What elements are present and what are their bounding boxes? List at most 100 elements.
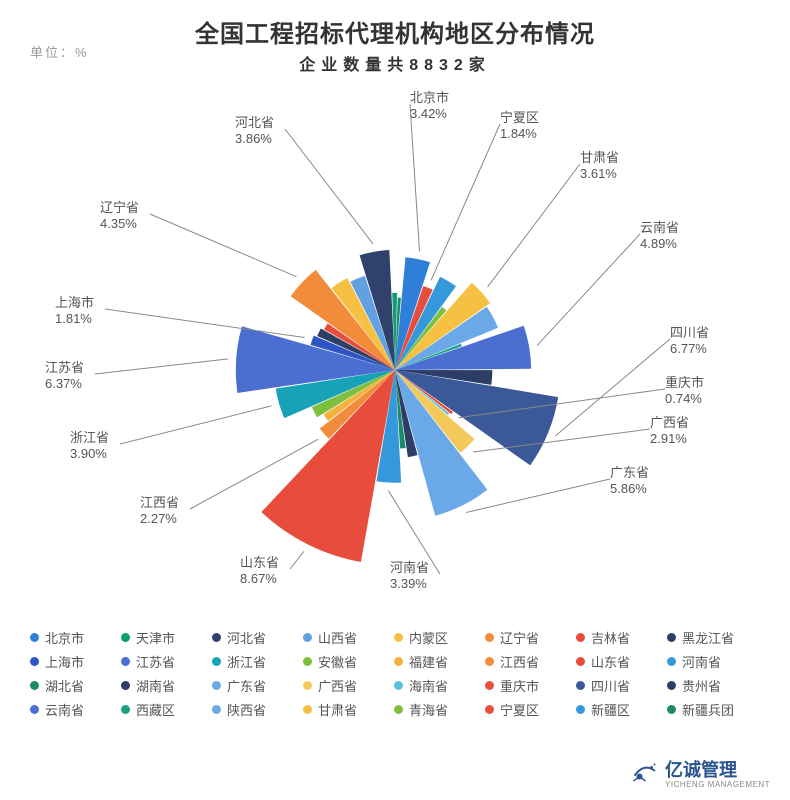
legend-dot-icon xyxy=(485,657,494,666)
legend-label: 海南省 xyxy=(409,676,448,695)
legend-dot-icon xyxy=(394,633,403,642)
legend-item: 广西省 xyxy=(303,673,394,697)
brand-name-en: YICHENG MANAGEMENT xyxy=(665,781,770,789)
legend-item: 广东省 xyxy=(212,673,303,697)
legend-item: 江苏省 xyxy=(121,649,212,673)
legend-dot-icon xyxy=(667,633,676,642)
legend-dot-icon xyxy=(30,633,39,642)
legend-item: 黑龙江省 xyxy=(667,625,758,649)
footer-brand: 亿诚管理 YICHENG MANAGEMENT xyxy=(629,760,770,790)
legend-label: 贵州省 xyxy=(682,676,721,695)
slice-callout: 四川省6.77% xyxy=(670,325,709,356)
legend-label: 广东省 xyxy=(227,676,266,695)
legend-dot-icon xyxy=(121,705,130,714)
legend-item: 海南省 xyxy=(394,673,485,697)
legend-item: 云南省 xyxy=(30,697,121,721)
legend-label: 内蒙区 xyxy=(409,628,448,647)
slice-callout: 广西省2.91% xyxy=(650,415,689,446)
legend-label: 广西省 xyxy=(318,676,357,695)
legend-item: 山西省 xyxy=(303,625,394,649)
legend-item: 吉林省 xyxy=(576,625,667,649)
legend-dot-icon xyxy=(394,705,403,714)
legend-item: 北京市 xyxy=(30,625,121,649)
legend-dot-icon xyxy=(121,681,130,690)
legend-dot-icon xyxy=(667,705,676,714)
legend-dot-icon xyxy=(303,705,312,714)
legend-item: 湖北省 xyxy=(30,673,121,697)
legend-dot-icon xyxy=(394,681,403,690)
legend-label: 甘肃省 xyxy=(318,700,357,719)
slice-callout: 北京市3.42% xyxy=(410,90,449,121)
legend-item: 湖南省 xyxy=(121,673,212,697)
slice-callout: 河南省3.39% xyxy=(390,560,429,591)
legend-dot-icon xyxy=(212,705,221,714)
legend-label: 江西省 xyxy=(500,652,539,671)
legend-dot-icon xyxy=(212,681,221,690)
legend-label: 福建省 xyxy=(409,652,448,671)
legend-label: 西藏区 xyxy=(136,700,175,719)
legend-label: 河北省 xyxy=(227,628,266,647)
legend: 北京市 天津市河北省 山西省 内蒙区 辽宁省 吉林省 黑龙江省上海市 江苏省浙江省 安徽省 福建省… xyxy=(30,625,760,721)
legend-dot-icon xyxy=(30,705,39,714)
legend-dot-icon xyxy=(303,657,312,666)
legend-label: 湖北省 xyxy=(45,676,84,695)
legend-label: 北京市 xyxy=(45,628,84,647)
legend-label: 陕西省 xyxy=(227,700,266,719)
slice-callout: 上海市1.81% xyxy=(55,295,94,326)
brand-logo-icon xyxy=(629,760,659,790)
legend-label: 四川省 xyxy=(591,676,630,695)
legend-dot-icon xyxy=(212,633,221,642)
pie-chart: 北京市3.42% 宁夏区1.84% 甘肃省3.61% 云南省4.89% 四川省6.77%… xyxy=(0,70,790,610)
legend-item: 新疆区 xyxy=(576,697,667,721)
slice-callout: 江苏省6.37% xyxy=(45,360,84,391)
slice-callout: 河北省3.86% xyxy=(235,115,274,146)
legend-dot-icon xyxy=(303,633,312,642)
slice-callout: 江西省2.27% xyxy=(140,495,179,526)
legend-item: 重庆市 xyxy=(485,673,576,697)
legend-label: 辽宁省 xyxy=(500,628,539,647)
legend-item: 辽宁省 xyxy=(485,625,576,649)
legend-label: 宁夏区 xyxy=(500,700,539,719)
slice-callout: 云南省4.89% xyxy=(640,220,679,251)
legend-item: 宁夏区 xyxy=(485,697,576,721)
legend-dot-icon xyxy=(485,705,494,714)
legend-label: 浙江省 xyxy=(227,652,266,671)
legend-dot-icon xyxy=(121,657,130,666)
legend-dot-icon xyxy=(394,657,403,666)
legend-item: 天津市 xyxy=(121,625,212,649)
legend-label: 安徽省 xyxy=(318,652,357,671)
legend-item: 河南省 xyxy=(667,649,758,673)
legend-dot-icon xyxy=(667,681,676,690)
brand-name-cn: 亿诚管理 xyxy=(665,761,770,779)
legend-dot-icon xyxy=(30,657,39,666)
legend-dot-icon xyxy=(30,681,39,690)
slice-callout: 甘肃省3.61% xyxy=(580,150,619,181)
legend-item: 浙江省 xyxy=(212,649,303,673)
legend-item: 陕西省 xyxy=(212,697,303,721)
chart-title: 全国工程招标代理机构地区分布情况 xyxy=(0,0,790,49)
legend-dot-icon xyxy=(485,633,494,642)
legend-dot-icon xyxy=(303,681,312,690)
legend-dot-icon xyxy=(576,657,585,666)
legend-label: 新疆兵团 xyxy=(682,700,734,719)
legend-dot-icon xyxy=(667,657,676,666)
legend-item: 山东省 xyxy=(576,649,667,673)
legend-label: 山西省 xyxy=(318,628,357,647)
legend-item: 福建省 xyxy=(394,649,485,673)
slice-callout: 广东省5.86% xyxy=(610,465,649,496)
legend-dot-icon xyxy=(576,705,585,714)
legend-label: 青海省 xyxy=(409,700,448,719)
legend-dot-icon xyxy=(485,681,494,690)
legend-item: 青海省 xyxy=(394,697,485,721)
legend-dot-icon xyxy=(576,681,585,690)
legend-label: 吉林省 xyxy=(591,628,630,647)
slice-callout: 浙江省3.90% xyxy=(70,430,109,461)
legend-label: 云南省 xyxy=(45,700,84,719)
slice-callout: 山东省8.67% xyxy=(240,555,279,586)
chart-page: { "title": "全国工程招标代理机构地区分布情况", "subtitle… xyxy=(0,0,790,800)
legend-dot-icon xyxy=(121,633,130,642)
legend-label: 新疆区 xyxy=(591,700,630,719)
legend-item: 河北省 xyxy=(212,625,303,649)
slice-callout: 宁夏区1.84% xyxy=(500,110,539,141)
legend-label: 上海市 xyxy=(45,652,84,671)
